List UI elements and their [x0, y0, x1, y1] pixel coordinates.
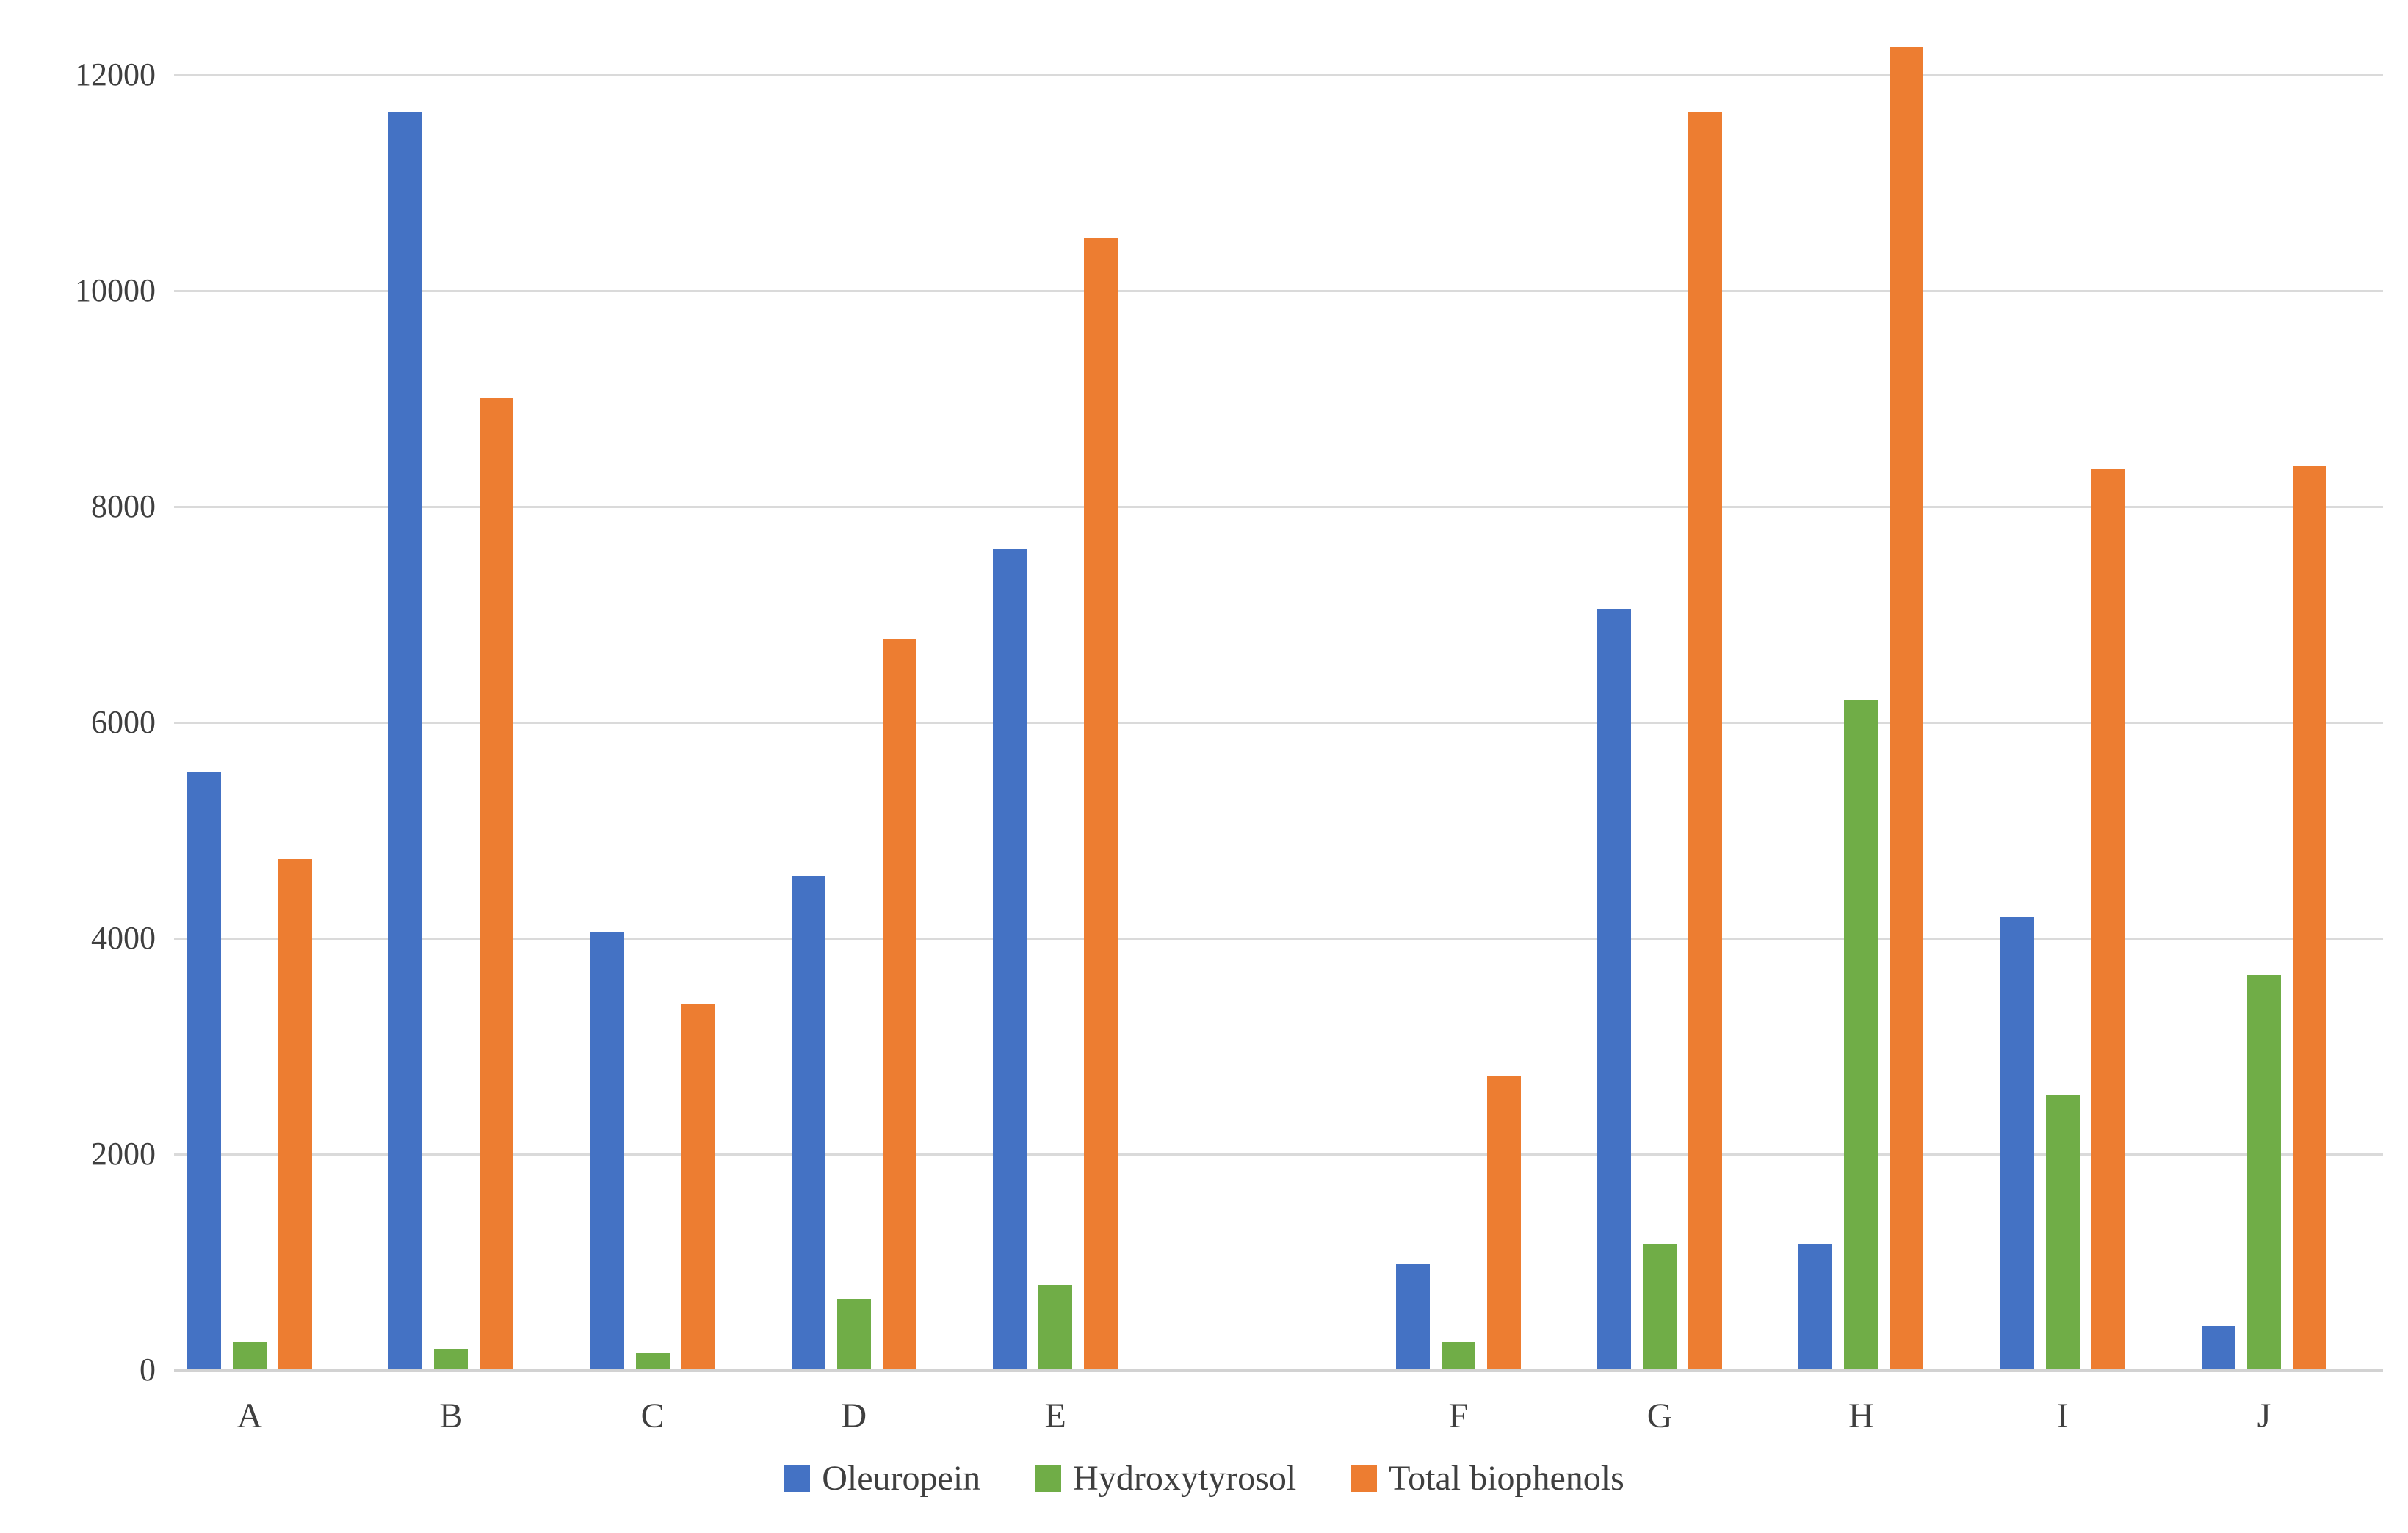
- gridline-12000: [174, 74, 2383, 76]
- bar-hydroxytyrosol-I: [2045, 1095, 2080, 1369]
- bar-hydroxytyrosol-D: [836, 1299, 871, 1369]
- bar-oleuropein-I: [2000, 917, 2034, 1369]
- gridline-6000: [174, 722, 2383, 724]
- bar-hydroxytyrosol-J: [2247, 975, 2281, 1369]
- bar-hydroxytyrosol-B: [434, 1349, 469, 1369]
- bar-hydroxytyrosol-C: [635, 1352, 670, 1369]
- hydroxytyrosol-swatch-icon: [1035, 1465, 1062, 1492]
- x-axis-label-E: E: [1044, 1396, 1066, 1435]
- bar-hydroxytyrosol-A: [233, 1342, 267, 1369]
- bar-hydroxytyrosol-G: [1643, 1244, 1677, 1369]
- bar-total-biophenols-F: [1486, 1076, 1521, 1369]
- bar-total-biophenols-I: [2091, 469, 2125, 1369]
- bar-oleuropein-F: [1395, 1264, 1430, 1369]
- bar-oleuropein-E: [993, 548, 1027, 1369]
- bar-hydroxytyrosol-E: [1038, 1285, 1073, 1369]
- gridline-2000: [174, 1153, 2383, 1156]
- bar-total-biophenols-H: [1890, 47, 1924, 1369]
- gridline-10000: [174, 290, 2383, 292]
- bar-total-biophenols-G: [1688, 112, 1723, 1369]
- x-axis-line: [174, 1369, 2383, 1372]
- bar-total-biophenols-B: [480, 398, 514, 1369]
- bar-total-biophenols-J: [2293, 465, 2326, 1369]
- x-axis-label-C: C: [640, 1396, 665, 1435]
- bar-oleuropein-H: [1798, 1244, 1833, 1369]
- legend-item-hydroxytyrosol: Hydroxytyrosol: [1035, 1460, 1296, 1498]
- x-axis-label-G: G: [1646, 1396, 1673, 1435]
- bar-oleuropein-D: [791, 876, 825, 1369]
- legend-label-oleuropein: Oleuropein: [822, 1459, 981, 1498]
- legend-item-oleuropein: Oleuropein: [784, 1460, 980, 1498]
- bar-oleuropein-C: [590, 932, 624, 1369]
- y-tick-label-6000: 6000: [91, 704, 156, 740]
- y-tick-label-8000: 8000: [91, 488, 156, 524]
- legend: Oleuropein Hydroxytyrosol Total biopheno…: [0, 1460, 2408, 1498]
- legend-label-hydroxytyrosol: Hydroxytyrosol: [1073, 1459, 1297, 1498]
- x-axis-label-J: J: [2257, 1396, 2271, 1435]
- bar-total-biophenols-E: [1084, 238, 1118, 1369]
- bar-oleuropein-J: [2202, 1326, 2235, 1369]
- x-axis-label-F: F: [1448, 1396, 1469, 1435]
- x-axis-label-D: D: [841, 1396, 867, 1435]
- bar-hydroxytyrosol-F: [1441, 1342, 1475, 1369]
- x-axis-label-I: I: [2056, 1396, 2069, 1435]
- legend-item-total-biophenols: Total biophenols: [1351, 1460, 1624, 1498]
- bar-oleuropein-G: [1597, 609, 1632, 1369]
- gridline-8000: [174, 506, 2383, 508]
- y-tick-label-12000: 12000: [75, 57, 156, 93]
- legend-label-total-biophenols: Total biophenols: [1389, 1459, 1624, 1498]
- gridline-4000: [174, 938, 2383, 940]
- bar-total-biophenols-C: [681, 1003, 715, 1369]
- x-axis-label-H: H: [1848, 1396, 1874, 1435]
- oleuropein-swatch-icon: [784, 1465, 811, 1492]
- bar-total-biophenols-A: [278, 858, 312, 1369]
- y-tick-label-0: 0: [140, 1352, 156, 1388]
- bar-oleuropein-A: [187, 771, 221, 1369]
- total-biophenols-swatch-icon: [1351, 1465, 1378, 1492]
- bar-total-biophenols-D: [882, 638, 916, 1369]
- x-axis-label-B: B: [439, 1396, 463, 1435]
- bar-oleuropein-B: [388, 112, 423, 1369]
- y-tick-label-4000: 4000: [91, 920, 156, 956]
- y-tick-label-10000: 10000: [75, 272, 156, 308]
- x-axis-label-A: A: [236, 1396, 263, 1435]
- y-tick-label-2000: 2000: [91, 1136, 156, 1172]
- bar-hydroxytyrosol-H: [1844, 700, 1879, 1369]
